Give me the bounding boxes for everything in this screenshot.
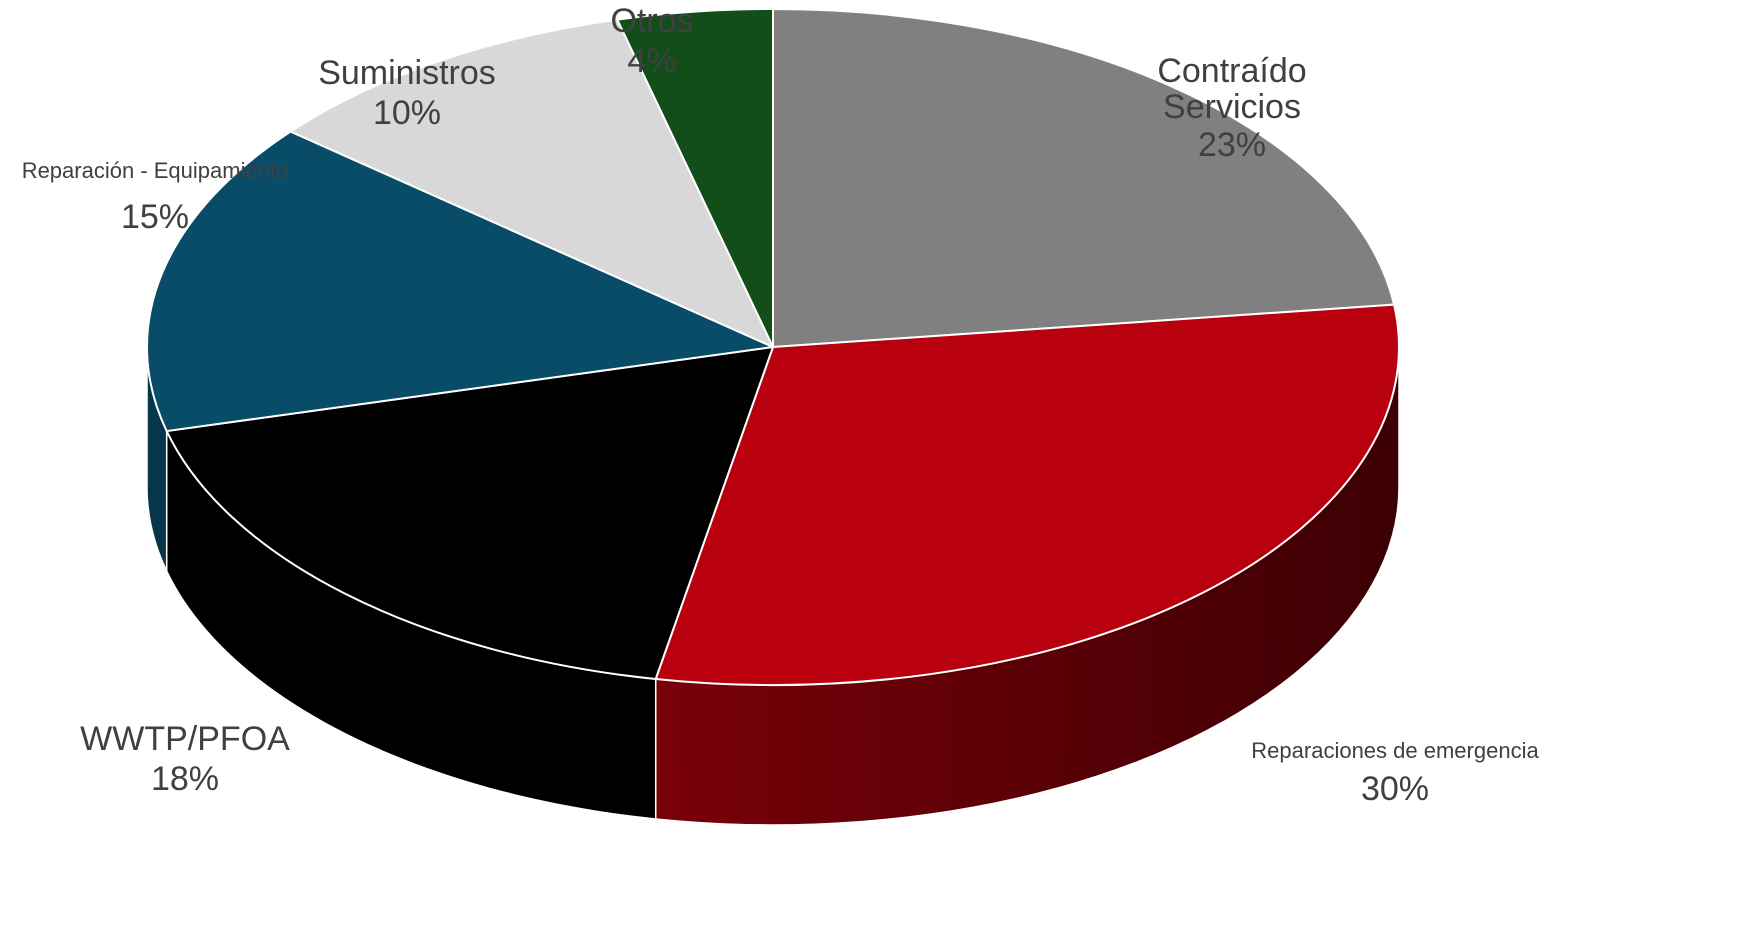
slice-category-label: WWTP/PFOA [80, 720, 290, 758]
slice-label-reparacion-equipamiento: Reparación - Equipamiento 15% [22, 158, 289, 236]
pie-slice-reparaciones-emergencia [654, 303, 1400, 686]
pie-slice-otros [616, 8, 774, 348]
pie-slice-wwtp-pfoa [165, 346, 774, 681]
slice-category-label: Servicios [1163, 88, 1301, 126]
pie-slice-contraido-servicios [772, 8, 1396, 348]
slice-percent-label: 30% [1361, 770, 1429, 808]
pie-slice-suministros [289, 18, 774, 348]
slice-category-label: Suministros [318, 54, 496, 92]
pie-side-layer [146, 346, 1400, 826]
slice-percent-label: 10% [373, 94, 441, 132]
slice-percent-label: 4% [627, 42, 676, 80]
slice-percent-label: 15% [121, 198, 189, 236]
slice-category-label: Otros [610, 2, 693, 40]
pie-slice-reparacion-equipamiento [146, 130, 774, 433]
slice-label-reparaciones-emergencia: Reparaciones de emergencia 30% [1251, 738, 1539, 808]
slice-category-label: Reparaciones de emergencia [1251, 738, 1539, 763]
slice-percent-label: 18% [151, 760, 219, 798]
pie-top-layer [146, 8, 1400, 686]
slice-percent-label: 23% [1198, 126, 1266, 164]
slice-category-label: Reparación - Equipamiento [22, 158, 289, 183]
slice-category-label: Contraído [1157, 52, 1306, 90]
